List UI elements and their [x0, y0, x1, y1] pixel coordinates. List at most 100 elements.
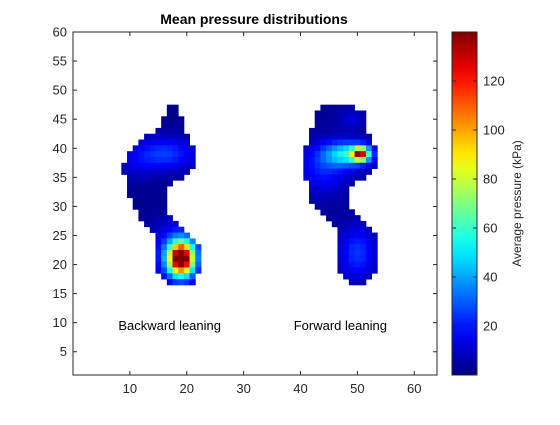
heatmap-cell [172, 162, 179, 170]
heatmap-cell [138, 215, 145, 222]
heatmap-cell [161, 255, 168, 263]
heatmap-cell [360, 122, 367, 129]
heatmap-cell [127, 180, 134, 187]
heatmap-cell [189, 238, 196, 245]
heatmap-cell [326, 168, 333, 175]
heatmap-cell [331, 197, 338, 204]
heatmap-cell [343, 168, 350, 175]
heatmap-cell [365, 244, 372, 251]
heatmap-cell [155, 162, 162, 170]
heatmap-cell [178, 279, 185, 286]
heatmap-cell [166, 151, 173, 158]
heatmap-cell [360, 238, 367, 245]
colorbar: 20 40 60 80 100 120 Average pressure (kPa) [451, 31, 524, 376]
heatmap-cell [343, 209, 350, 216]
heatmap-cell [178, 116, 185, 123]
heatmap-cell [331, 174, 338, 181]
heatmap-cell [144, 209, 151, 216]
heatmap-cell [348, 180, 355, 187]
y-tick-label: 35 [53, 170, 67, 185]
heatmap-cell [343, 250, 350, 257]
heatmap-cell [144, 174, 151, 181]
heatmap-cell [166, 279, 173, 286]
heatmap-cell [343, 156, 350, 164]
heatmap-cell [326, 104, 333, 111]
heatmap-cell [343, 174, 350, 181]
heatmap-cell [166, 267, 173, 274]
heatmap-cell [354, 250, 361, 257]
heatmap-cell [331, 156, 338, 164]
heatmap-cell [155, 174, 162, 181]
heatmap-cell [365, 151, 372, 158]
heatmap-cell [155, 220, 162, 228]
heatmap-cell [172, 127, 179, 135]
heatmap-cell [155, 191, 162, 199]
heatmap-cell [348, 244, 355, 251]
heatmap-cell [189, 261, 196, 268]
heatmap-cell [309, 197, 316, 204]
heatmap-cell [155, 255, 162, 263]
heatmap-cell [172, 226, 179, 233]
heatmap-cell [331, 220, 338, 228]
heatmap-cell [326, 133, 333, 140]
heatmap-cell [343, 191, 350, 199]
heatmap-cell [343, 197, 350, 204]
x-axis: 10 20 30 40 50 60 [123, 32, 421, 396]
heatmap-cell [337, 168, 344, 175]
heatmap-cell [343, 273, 350, 280]
heatmap-cell [348, 104, 355, 111]
y-tick-label: 25 [53, 228, 67, 243]
heatmap-cell [348, 110, 355, 117]
heatmap-cell [138, 203, 145, 210]
heatmap-cell [183, 273, 190, 280]
heatmap-cell [348, 145, 355, 152]
heatmap-cell [149, 191, 156, 199]
heatmap-cell [127, 151, 134, 158]
heatmap-cell [348, 122, 355, 129]
heatmap-cell [326, 139, 333, 146]
heatmap-cell [144, 139, 151, 146]
heatmap-cell [155, 267, 162, 274]
heatmap-cell [161, 203, 168, 210]
heatmap-cell [337, 151, 344, 158]
heatmap-cell [354, 238, 361, 245]
heatmap-cell [161, 215, 168, 222]
heatmap-cell [166, 145, 173, 152]
heatmap-cell [127, 174, 134, 181]
heatmap-cell [189, 162, 196, 170]
heatmap-cell [161, 244, 168, 251]
x-tick-label: 30 [236, 381, 250, 396]
heatmap-cell [132, 203, 139, 210]
heatmap-cell [348, 174, 355, 181]
heatmap-cell [337, 215, 344, 222]
heatmap-cell [172, 232, 179, 239]
heatmap-cell [360, 133, 367, 140]
heatmap-cell [348, 162, 355, 170]
heatmap-cell [365, 273, 372, 280]
heatmap-cell [183, 267, 190, 274]
heatmap-cell [320, 186, 327, 193]
heatmap-cell [354, 226, 361, 233]
heatmap-cell [127, 156, 134, 164]
heatmap-cell [132, 145, 139, 152]
heatmap-cell [183, 261, 190, 268]
heatmap-cell [189, 255, 196, 263]
heatmap-cell [360, 232, 367, 239]
heatmap-cell [183, 244, 190, 251]
heatmap-cell [132, 156, 139, 164]
heatmap-cell [132, 186, 139, 193]
chart-title: Mean pressure distributions [160, 11, 348, 27]
heatmap-cell [331, 191, 338, 199]
heatmap-cell [354, 215, 361, 222]
heatmap-cell [371, 238, 378, 245]
heatmap-cell [161, 156, 168, 164]
heatmap-cell [314, 110, 321, 117]
heatmap-cell [348, 273, 355, 280]
heatmap-cell [354, 156, 361, 164]
heatmap-cell [144, 203, 151, 210]
heatmap-cell [314, 127, 321, 135]
heatmap-cell [155, 127, 162, 135]
heatmap-cell [127, 191, 134, 199]
heatmap-cell [371, 255, 378, 263]
